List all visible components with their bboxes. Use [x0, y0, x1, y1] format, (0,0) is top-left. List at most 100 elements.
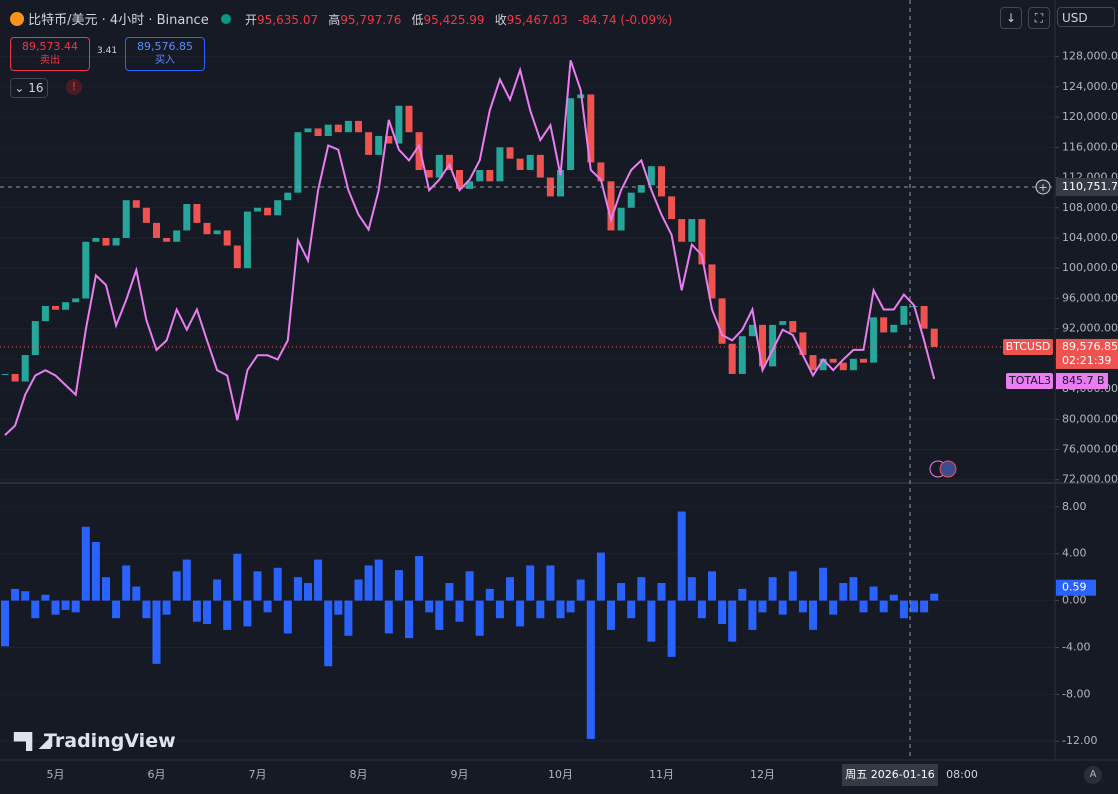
candle	[62, 302, 70, 310]
candle	[880, 317, 888, 333]
event-icon	[939, 460, 957, 478]
histogram-bar	[61, 600, 70, 610]
histogram-bar	[586, 600, 595, 739]
y-tick-label: -12.00	[1062, 734, 1097, 747]
histogram-bar	[304, 583, 312, 601]
candle	[597, 162, 605, 182]
candle	[112, 237, 120, 246]
total3-line	[4, 59, 936, 436]
sell-button[interactable]: 89,573.44 卖出	[10, 37, 90, 71]
histogram-bar	[132, 586, 141, 601]
candle	[1, 373, 9, 375]
candle	[627, 192, 635, 208]
scroll-button[interactable]: ↓	[1000, 7, 1022, 29]
candle	[506, 147, 514, 159]
series-tag	[1003, 338, 1053, 355]
last-price: 89,576.85	[1062, 340, 1118, 353]
x-tick-label: 9月	[451, 768, 469, 781]
candle	[405, 105, 413, 133]
histogram-bar	[223, 600, 232, 630]
histogram-bar	[596, 552, 605, 601]
candle	[738, 336, 746, 374]
histogram-bar	[41, 594, 50, 601]
histogram-bar	[798, 600, 807, 613]
candle	[567, 98, 575, 170]
histogram-bar	[243, 600, 252, 627]
histogram-bar	[455, 600, 464, 622]
price-axis	[1055, 0, 1118, 794]
crosshair-time-tag	[842, 764, 938, 786]
candle	[304, 128, 312, 133]
candle	[314, 128, 322, 136]
candle	[779, 321, 787, 325]
candle	[678, 219, 686, 242]
histogram-bar	[112, 600, 121, 619]
high: 95,797.76	[340, 13, 402, 27]
histogram-bar	[556, 600, 565, 619]
candle	[516, 158, 524, 170]
histogram-bar	[405, 600, 413, 639]
histogram-bar	[182, 559, 191, 601]
candle	[72, 298, 80, 303]
histogram-bar	[910, 600, 918, 613]
histogram-bar	[364, 565, 373, 601]
currency-select[interactable]: USD	[1057, 7, 1115, 27]
alert-icon[interactable]: !	[66, 79, 82, 95]
symbol[interactable]: 比特币/美元 · 4小时 · Binance	[28, 13, 209, 28]
histogram-bar	[263, 600, 272, 613]
candle	[153, 222, 160, 238]
candle	[688, 219, 696, 242]
x-tick-label: 12月	[750, 768, 775, 781]
candle	[860, 358, 867, 363]
candle	[789, 321, 797, 333]
candle	[849, 358, 857, 371]
candle	[445, 154, 453, 170]
candle	[203, 222, 211, 235]
y-tick-label: 0.00	[1062, 594, 1087, 607]
histogram-bar	[203, 600, 211, 625]
auto-scale[interactable]: A	[1084, 766, 1102, 784]
low: 95,425.99	[423, 13, 485, 27]
candle	[142, 207, 150, 223]
candle	[132, 200, 140, 208]
buy-button[interactable]: 89,576.85 买入	[125, 37, 205, 71]
candle	[11, 373, 19, 382]
spread: 3.41	[97, 46, 118, 56]
candle	[456, 169, 463, 189]
low-label: 低	[411, 13, 424, 27]
y-tick-label: 8.00	[1062, 500, 1087, 513]
candle	[930, 328, 938, 347]
price-pane	[0, 0, 1055, 482]
x-tick-label: 7月	[249, 768, 267, 781]
candle	[890, 324, 898, 333]
candle	[435, 154, 443, 178]
x-tick-label: 11月	[649, 768, 674, 781]
histogram-bar	[768, 577, 777, 601]
y-tick-label: 96,000.00	[1062, 291, 1118, 304]
plus: +	[1038, 181, 1047, 194]
fullscreen-button[interactable]: ⛶	[1028, 7, 1050, 29]
last-value: 845.7 B	[1062, 374, 1105, 387]
candle	[223, 230, 231, 246]
symbol-header: 比特币/美元 · 4小时 · Binance 开95,635.07 高95,79…	[10, 9, 672, 28]
oscillator-pane	[0, 484, 1055, 760]
histogram-bar	[253, 571, 262, 601]
histogram-bar	[920, 600, 929, 613]
histogram-bar	[748, 600, 757, 630]
histogram-bar	[637, 577, 646, 601]
y-tick-label: 108,000.00	[1062, 201, 1118, 214]
candle	[748, 324, 756, 337]
candle	[395, 105, 403, 144]
y-tick-label: -4.00	[1062, 640, 1090, 653]
countdown: 02:21:39	[1062, 354, 1111, 367]
crosshair-price-tag	[1056, 177, 1118, 196]
histogram-bar	[617, 583, 626, 601]
histogram-bar	[11, 588, 20, 601]
candle	[718, 298, 726, 344]
histogram-bar	[819, 567, 828, 601]
histogram-bar	[879, 600, 888, 613]
indicators-toggle[interactable]: ⌄ 16	[10, 78, 48, 98]
histogram-bar	[1, 600, 9, 647]
histogram-bar	[374, 559, 383, 601]
